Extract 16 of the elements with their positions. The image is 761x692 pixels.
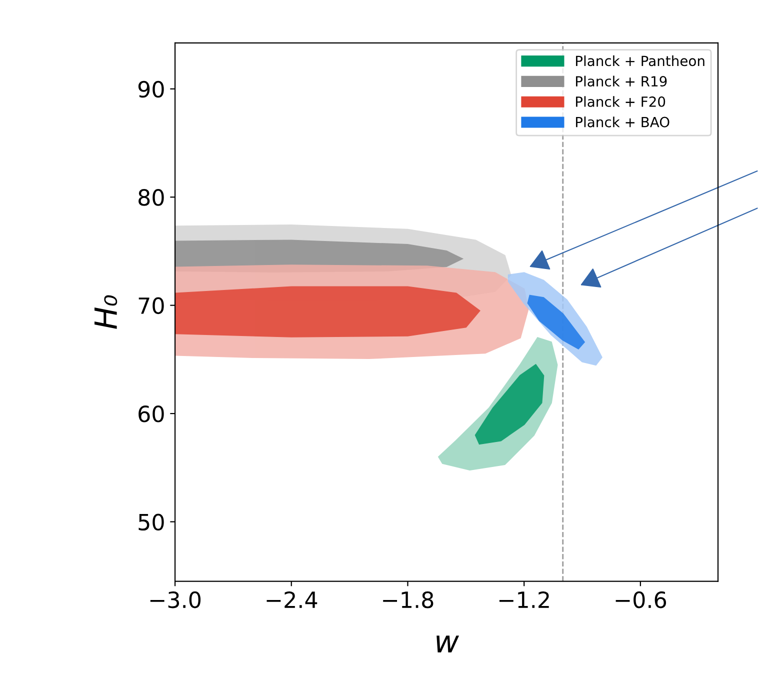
x-tick-label: −0.6 — [616, 591, 666, 608]
y-tick-label: 90 — [138, 80, 164, 98]
x-tick-label: −3.0 — [150, 591, 201, 608]
x-axis-title: w — [436, 636, 460, 652]
y-tick-label: 80 — [138, 189, 164, 206]
y-axis-title: H₀ — [94, 295, 118, 329]
x-tick-label: −1.2 — [499, 591, 549, 608]
y-tick-label: 60 — [138, 405, 164, 422]
legend-label: Planck + Pantheon — [576, 55, 704, 66]
y-tick-label: 50 — [138, 514, 164, 531]
y-tick-label: 70 — [138, 297, 164, 314]
legend-label: Planck + BAO — [576, 116, 670, 128]
x-tick-label: −1.8 — [383, 591, 434, 608]
legend-label: Planck + R19 — [576, 76, 667, 87]
legend-label: Planck + F20 — [576, 96, 666, 107]
x-tick-label: −2.4 — [266, 591, 318, 608]
